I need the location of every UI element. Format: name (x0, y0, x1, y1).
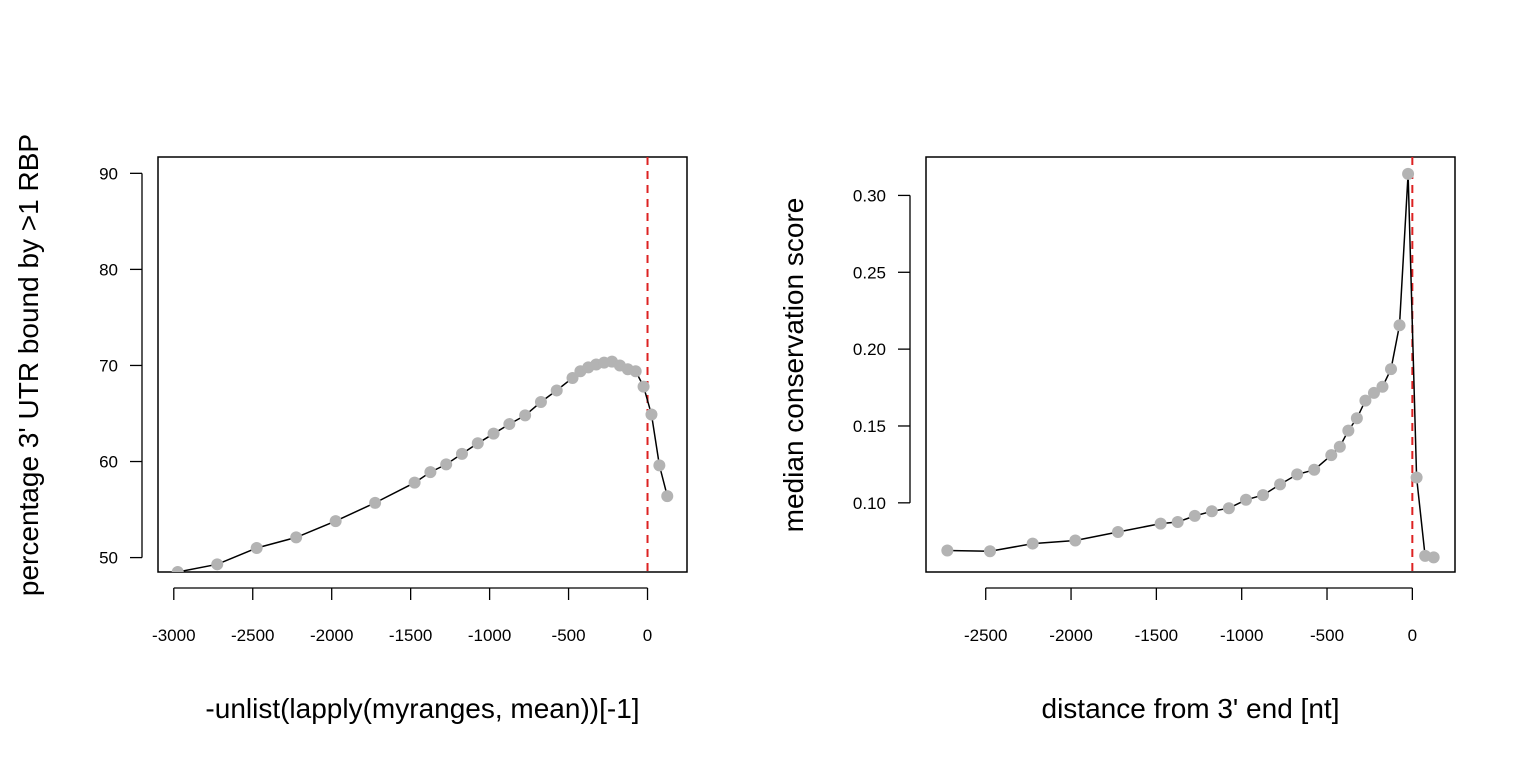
y-tick-label: 80 (99, 260, 118, 279)
data-point (1410, 471, 1423, 484)
data-point (171, 566, 184, 572)
data-point (566, 371, 579, 384)
y-axis-title: median conservation score (778, 198, 809, 533)
y-tick-label: 70 (99, 356, 118, 375)
data-point (369, 496, 382, 509)
data-point (1367, 386, 1380, 399)
x-tick-label: -1000 (468, 626, 511, 645)
data-point (1359, 394, 1372, 407)
data-point (1274, 478, 1287, 491)
data-point (1333, 440, 1346, 453)
data-point (1111, 526, 1124, 539)
x-axis-title: distance from 3' end [nt] (1042, 693, 1340, 724)
y-tick-label: 60 (99, 453, 118, 472)
data-point (653, 459, 666, 472)
data-point (629, 365, 642, 378)
data-point (1325, 449, 1338, 462)
data-point (1342, 424, 1355, 437)
data-point (408, 476, 421, 489)
data-point (1205, 505, 1218, 518)
data-point (1350, 412, 1363, 425)
data-point (534, 395, 547, 408)
y-axis-title: percentage 3' UTR bound by >1 RBP (13, 134, 44, 596)
data-point (329, 515, 342, 528)
data-point (424, 466, 437, 479)
x-tick-label: -2500 (231, 626, 274, 645)
y-tick-label: 0.20 (853, 340, 886, 359)
data-point (1385, 363, 1398, 376)
data-point (1402, 167, 1415, 180)
x-tick-label: -1500 (1135, 626, 1178, 645)
x-axis-title: -unlist(lapply(myranges, mean))[-1] (205, 693, 639, 724)
data-point (1026, 537, 1039, 550)
x-tick-label: -2000 (310, 626, 353, 645)
series-line (947, 173, 1434, 559)
x-tick-label: -500 (1310, 626, 1344, 645)
data-point (645, 408, 658, 421)
y-tick-label: 50 (99, 549, 118, 568)
plot-frame (157, 156, 688, 573)
data-point (637, 380, 650, 393)
x-tick-label: 0 (643, 626, 652, 645)
y-tick-label: 0.30 (853, 186, 886, 205)
data-point (1291, 468, 1304, 481)
data-point (455, 447, 468, 460)
x-tick-label: -2000 (1049, 626, 1092, 645)
data-point (1069, 534, 1082, 547)
data-point (1393, 319, 1406, 332)
data-point (1188, 509, 1201, 522)
data-point (503, 418, 516, 431)
data-point (290, 531, 303, 544)
data-point (550, 384, 563, 397)
data-point (211, 558, 224, 571)
x-tick-label: -2500 (964, 626, 1007, 645)
x-tick-label: -1500 (389, 626, 432, 645)
data-point (661, 490, 674, 503)
data-point (1171, 516, 1184, 529)
data-point (1427, 551, 1440, 564)
plot-frame (925, 156, 1456, 573)
data-point (1222, 502, 1235, 515)
y-tick-label: 0.15 (853, 417, 886, 436)
y-tick-label: 90 (99, 164, 118, 183)
y-tick-label: 0.10 (853, 494, 886, 513)
x-tick-label: 0 (1408, 626, 1417, 645)
y-tick-label: 0.25 (853, 263, 886, 282)
data-point (487, 427, 500, 440)
data-point (471, 437, 484, 450)
data-point (983, 545, 996, 558)
x-tick-label: -1000 (1220, 626, 1263, 645)
x-tick-label: -500 (552, 626, 586, 645)
data-point (1376, 380, 1389, 393)
data-point (941, 544, 954, 557)
data-point (1308, 463, 1321, 476)
data-point (519, 409, 532, 422)
data-point (1257, 489, 1270, 502)
data-point (440, 458, 453, 471)
data-point (1239, 493, 1252, 506)
x-tick-label: -3000 (152, 626, 195, 645)
series-line (177, 360, 669, 572)
data-point (250, 541, 263, 554)
data-point (1154, 517, 1167, 530)
